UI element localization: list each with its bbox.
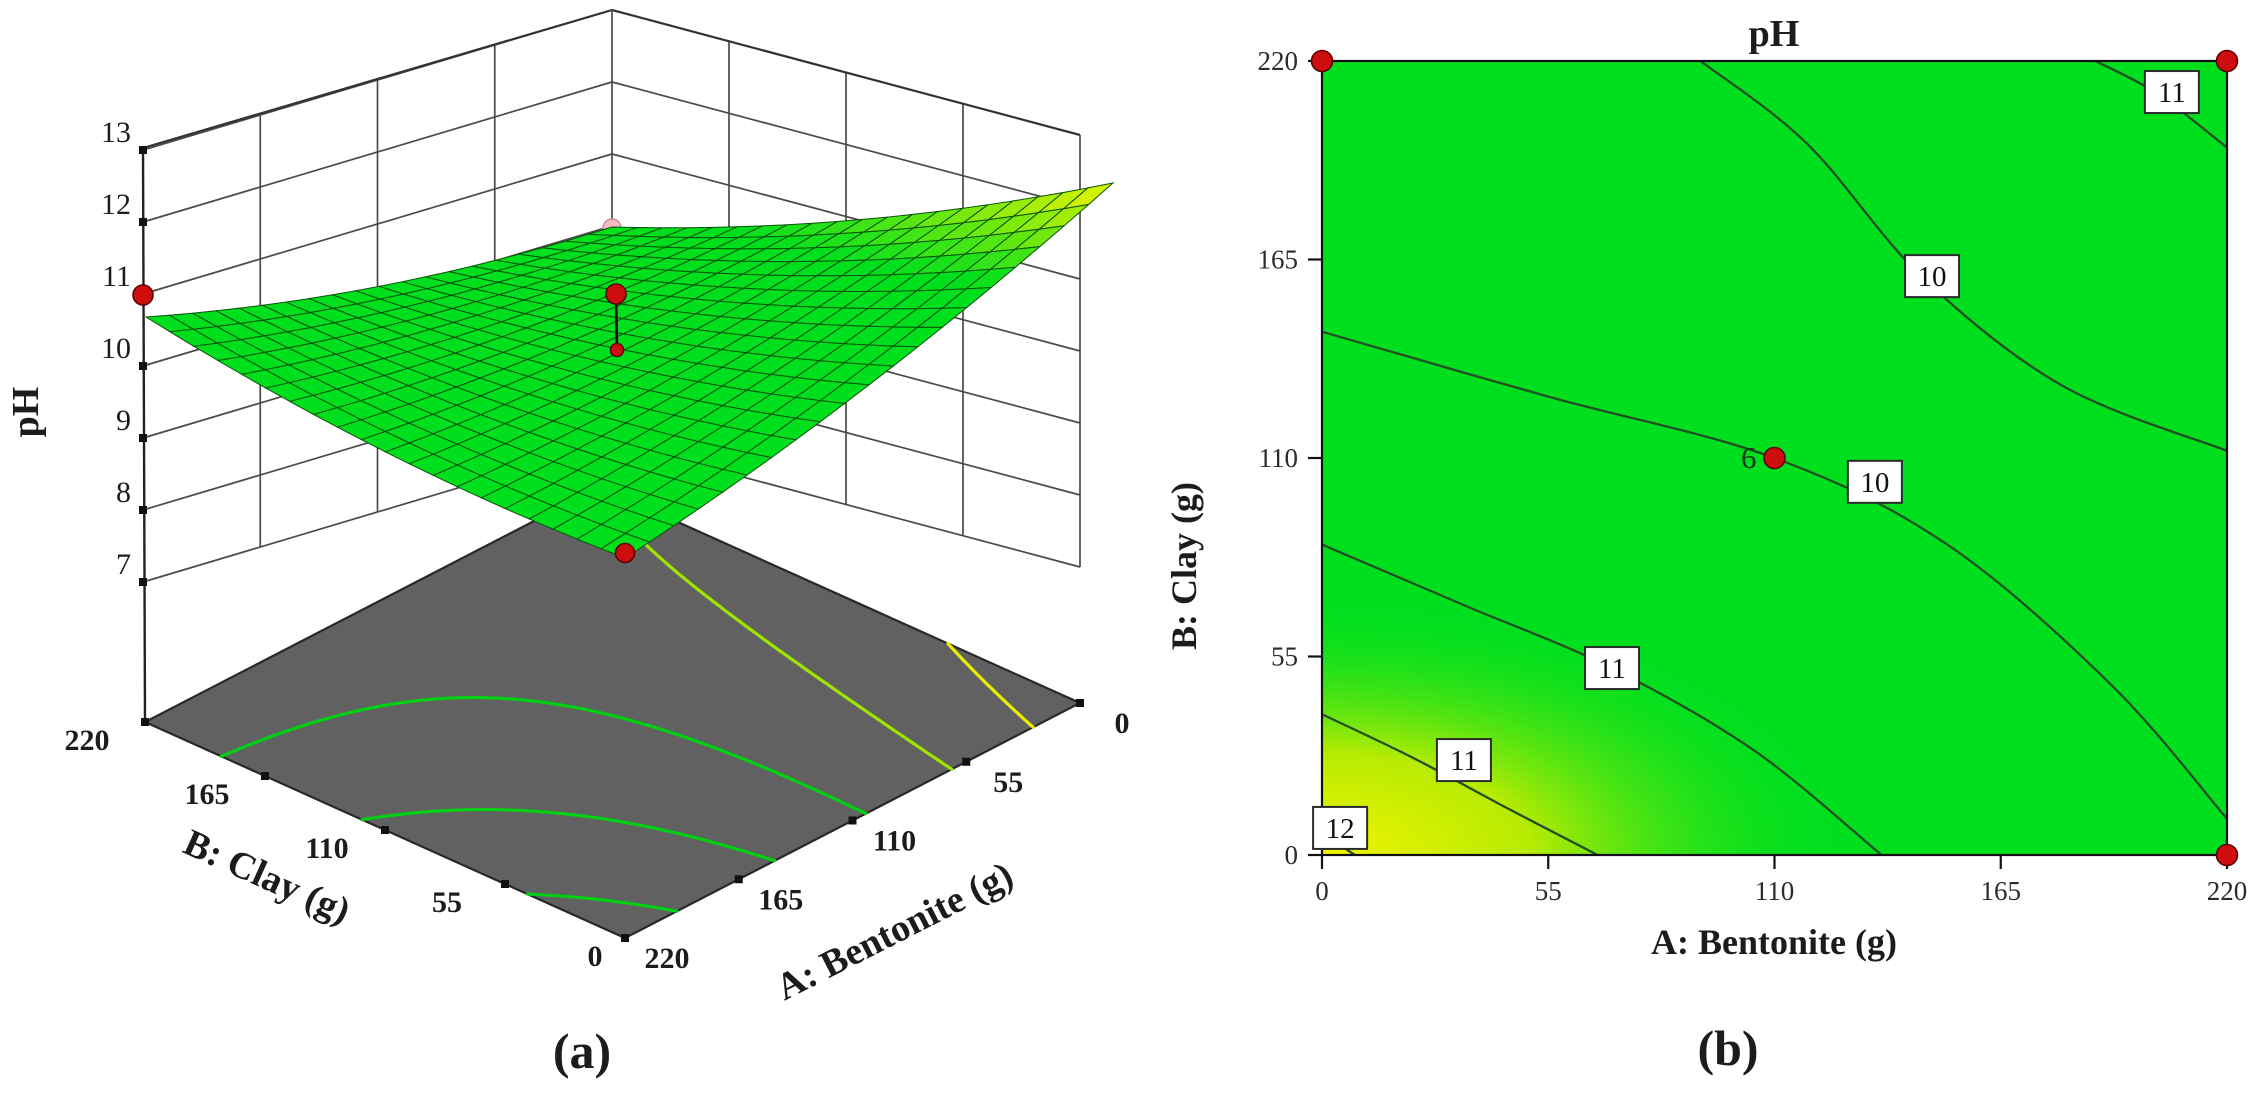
svg-text:10: 10 xyxy=(1860,467,1889,499)
y-tick-label: 55 xyxy=(1271,642,1298,672)
design-point-front-corner xyxy=(614,542,636,564)
floor-contour-level-8 xyxy=(525,892,679,913)
x-tick-label: 220 xyxy=(2207,876,2248,906)
a-tick-label: 165 xyxy=(758,883,803,916)
floor-contour-level-9 xyxy=(360,808,777,863)
z-tick-label: 9 xyxy=(116,404,131,437)
floor-axis-ticks: 220 165 110 55 0 220 165 110 55 0 xyxy=(65,699,1130,975)
z-tick-label: 13 xyxy=(101,116,131,149)
panel-b-title: pH xyxy=(1749,13,1800,55)
panel-b-y-axis-label: B: Clay (g) xyxy=(1164,482,1204,650)
z-tick-label: 11 xyxy=(102,260,131,293)
contour-label-12: 12 xyxy=(1312,805,1369,850)
design-point-a0-b220 xyxy=(1310,49,1334,73)
b-tick-label: 220 xyxy=(65,724,110,757)
y-tick-label: 220 xyxy=(1258,46,1299,76)
b-tick-label: 110 xyxy=(305,832,348,865)
panel-a-z-axis-label: pH xyxy=(5,387,47,438)
svg-text:12: 12 xyxy=(1326,813,1355,845)
contour-label-10: 10 xyxy=(1904,254,1961,299)
a-tick-label: 0 xyxy=(1115,707,1130,740)
y-tick-label: 0 xyxy=(1285,840,1299,870)
panel-a-3d-surface-plot: 13 12 11 10 9 8 7 220 165 110 55 0 220 165 110 55 0 xyxy=(65,8,1130,975)
svg-text:11: 11 xyxy=(2158,77,2186,109)
contour-label-11: 11 xyxy=(1435,738,1492,783)
x-tick-label: 110 xyxy=(1755,876,1795,906)
z-tick-label: 7 xyxy=(116,548,131,581)
z-tick-label: 8 xyxy=(116,476,131,509)
contour-label-11: 11 xyxy=(1584,646,1641,691)
panel-b-contour-plot: 0 55 110 165 220 220 165 110 55 0 12 11 11 10 10 11 6 xyxy=(1258,46,2248,906)
x-tick-label: 0 xyxy=(1315,876,1329,906)
design-point-left-corner xyxy=(132,284,154,306)
z-axis: 13 12 11 10 9 8 7 xyxy=(101,116,147,723)
svg-text:11: 11 xyxy=(1450,745,1478,777)
z-tick-label: 12 xyxy=(101,188,131,221)
design-point-center-predicted xyxy=(609,342,625,358)
response-surface-mesh xyxy=(144,182,1115,559)
b-tick-label: 165 xyxy=(185,778,230,811)
contour-axes-ticks: 0 55 110 165 220 220 165 110 55 0 xyxy=(1258,46,2248,906)
svg-text:11: 11 xyxy=(1598,653,1626,685)
floor-contour-level-12 xyxy=(946,641,1035,729)
floor-contour-level-10 xyxy=(219,696,868,816)
y-tick-label: 165 xyxy=(1258,245,1299,275)
x-tick-label: 165 xyxy=(1981,876,2022,906)
center-replicate-count: 6 xyxy=(1741,440,1757,475)
design-points-3d xyxy=(132,283,636,564)
a-tick-label: 220 xyxy=(645,942,690,975)
a-tick-label: 110 xyxy=(873,825,916,858)
y-tick-label: 110 xyxy=(1259,443,1299,473)
b-tick-label: 55 xyxy=(432,886,462,919)
contour-label-10: 10 xyxy=(1846,459,1903,504)
z-tick-label: 10 xyxy=(101,332,131,365)
contour-line-level-10 xyxy=(1321,330,2228,820)
design-point-center-observed xyxy=(605,283,627,305)
x-tick-label: 55 xyxy=(1535,876,1562,906)
design-point-a220-b220 xyxy=(2215,49,2239,73)
b-tick-label: 0 xyxy=(588,940,603,973)
panel-a-x-axis-label: A: Bentonite (g) xyxy=(769,854,1019,1009)
panel-b-x-axis-label: A: Bentonite (g) xyxy=(1651,922,1897,962)
contour-label-11: 11 xyxy=(2143,70,2200,115)
design-point-a220-b0 xyxy=(2215,843,2239,867)
design-point-a110-b110 xyxy=(1763,446,1786,470)
svg-text:10: 10 xyxy=(1918,261,1947,293)
contour-line-level-11 xyxy=(1321,713,1599,857)
caption-b: (b) xyxy=(1697,1020,1758,1076)
a-tick-label: 55 xyxy=(993,766,1023,799)
caption-a: (a) xyxy=(553,1023,611,1079)
